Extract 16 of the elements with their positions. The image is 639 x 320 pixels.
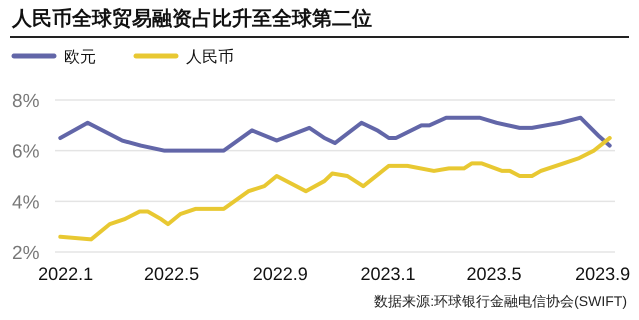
x-tick-label: 2022.5	[144, 264, 200, 284]
x-tick-label: 2022.1	[38, 264, 94, 284]
y-tick-label: 4%	[12, 192, 40, 214]
x-tick-label: 2023.9	[575, 264, 630, 284]
y-tick-label: 8%	[12, 91, 40, 112]
x-tick-label: 2022.9	[252, 264, 308, 284]
legend-label: 人民币	[186, 48, 234, 66]
legend-label: 欧元	[64, 49, 96, 66]
line-series	[58, 116, 612, 153]
x-tick-label: 2023.1	[360, 264, 416, 284]
x-tick-label: 2023.5	[466, 264, 522, 284]
line-series	[58, 136, 612, 242]
y-tick-label: 6%	[12, 142, 40, 163]
chart-title: 人民币全球贸易融资占比升至全球第二位	[11, 7, 372, 30]
y-tick-label: 2%	[12, 243, 40, 264]
source-note: 数据来源:环球银行金融电信协会(SWIFT)	[374, 293, 627, 309]
